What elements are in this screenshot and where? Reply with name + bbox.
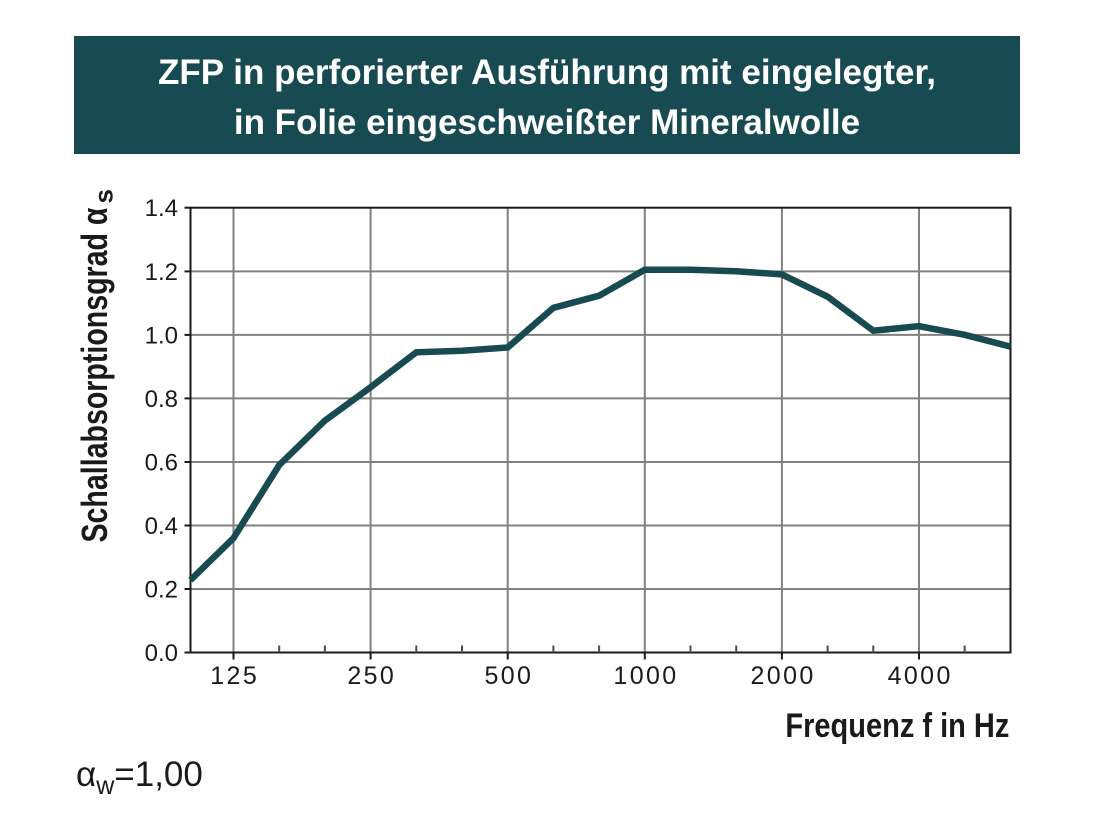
svg-text:0.8: 0.8 — [145, 386, 178, 413]
svg-text:s: s — [89, 189, 119, 203]
svg-text:2000: 2000 — [750, 662, 815, 690]
svg-text:0.2: 0.2 — [145, 577, 178, 604]
svg-text:in Folie eingeschweißter Miner: in Folie eingeschweißter Mineralwolle — [234, 103, 860, 142]
svg-text:0.0: 0.0 — [145, 640, 178, 667]
svg-text:125: 125 — [210, 662, 259, 690]
svg-text:Frequenz f in Hz: Frequenz f in Hz — [785, 707, 1009, 745]
svg-text:1.0: 1.0 — [145, 322, 178, 349]
svg-text:500: 500 — [484, 662, 533, 690]
svg-text:4000: 4000 — [888, 662, 953, 690]
svg-text:1.4: 1.4 — [145, 195, 178, 222]
svg-text:0.6: 0.6 — [145, 450, 178, 477]
svg-text:0.4: 0.4 — [145, 513, 178, 540]
svg-text:1.2: 1.2 — [145, 259, 178, 286]
svg-text:1000: 1000 — [613, 662, 678, 690]
svg-text:250: 250 — [347, 662, 396, 690]
svg-text:Schallabsorptionsgrad α: Schallabsorptionsgrad α — [74, 208, 115, 543]
svg-text:αw=1,00: αw=1,00 — [76, 755, 203, 800]
svg-text:ZFP in perforierter Ausführung: ZFP in perforierter Ausführung mit einge… — [158, 53, 936, 92]
